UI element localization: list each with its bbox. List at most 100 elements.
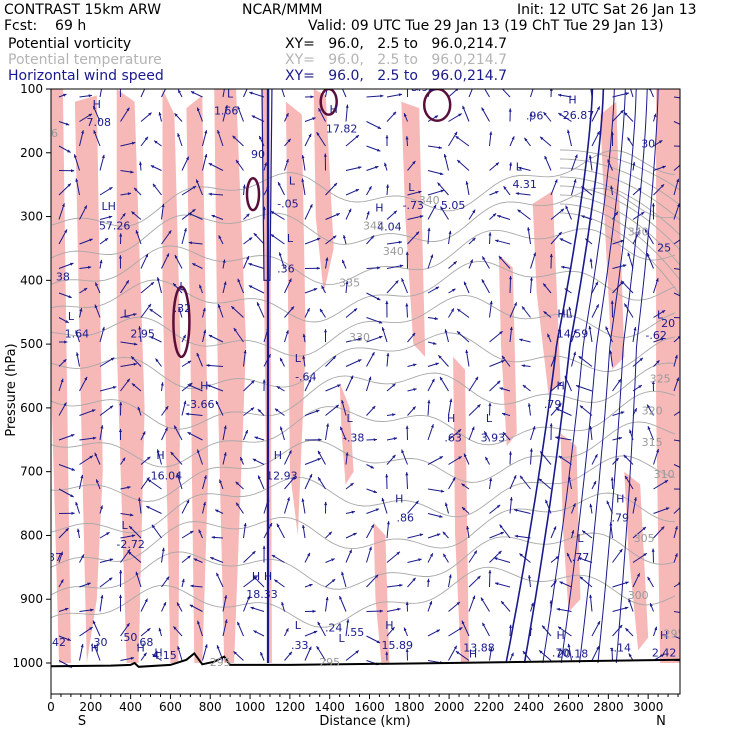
extremum-label: H xyxy=(375,202,383,215)
wind-arrowhead xyxy=(513,475,517,479)
wind-arrowhead xyxy=(499,331,503,335)
wind-arrowhead xyxy=(376,148,381,152)
wind-arrowhead xyxy=(224,619,228,623)
wind-arrowhead xyxy=(350,483,354,487)
extremum-label: -2.72 xyxy=(116,538,144,551)
wind-arrowhead xyxy=(68,295,72,298)
extremum-label: 13.88 xyxy=(463,642,495,655)
wind-arrowhead xyxy=(430,254,434,258)
theta-contour xyxy=(51,455,676,534)
extremum-label: L xyxy=(289,175,296,188)
wind-arrowhead xyxy=(71,467,75,471)
wind-arrowhead xyxy=(406,85,409,88)
wind-arrowhead xyxy=(633,408,637,412)
wind-arrowhead xyxy=(482,256,486,260)
wind-arrowhead xyxy=(196,179,199,183)
wind-arrowhead xyxy=(217,130,220,134)
wind-arrowhead xyxy=(473,550,477,554)
wind-arrowhead xyxy=(533,252,536,256)
wind-arrowhead xyxy=(676,377,680,381)
extremum-label: .77 xyxy=(572,551,590,564)
extremum-label: 14.59 xyxy=(557,328,589,341)
theta-label: 295 xyxy=(664,628,685,641)
extremum-label: H xyxy=(136,642,144,655)
wind-arrowhead xyxy=(235,481,239,485)
extremum-label: H xyxy=(156,449,164,462)
wind-arrowhead xyxy=(687,659,690,662)
wind-arrowhead xyxy=(573,179,577,183)
wind-arrowhead xyxy=(579,576,584,580)
wind-arrowhead xyxy=(519,553,523,557)
wind-arrowhead xyxy=(166,253,169,257)
wind-arrowhead xyxy=(89,455,93,459)
wind-arrowhead xyxy=(529,448,533,452)
wind-arrowhead xyxy=(178,307,182,311)
wind-vector xyxy=(673,239,680,245)
wind-arrowhead xyxy=(252,551,256,555)
wind-arrowhead xyxy=(439,456,443,460)
wind-arrowhead xyxy=(317,458,321,461)
wind-arrowhead xyxy=(466,526,470,530)
wind-arrowhead xyxy=(92,620,96,624)
wind-arrowhead xyxy=(565,205,569,209)
wind-arrowhead xyxy=(288,450,292,454)
wind-arrowhead xyxy=(462,105,466,110)
wind-arrowhead xyxy=(379,609,383,613)
extremum-label: 15.89 xyxy=(382,639,414,652)
wind-arrowhead xyxy=(242,184,246,188)
wind-arrowhead xyxy=(375,508,380,512)
wind-arrowhead xyxy=(489,300,493,305)
x-tick-label: 2000 xyxy=(434,700,465,714)
wind-arrowhead xyxy=(254,436,258,440)
wind-arrowhead xyxy=(187,360,192,364)
wind-arrowhead xyxy=(439,172,444,176)
wind-arrowhead xyxy=(413,388,417,391)
theta-label: 340 xyxy=(419,194,440,207)
wind-arrowhead xyxy=(166,576,170,580)
wind-arrowhead xyxy=(374,574,379,578)
wind-arrowhead xyxy=(177,602,180,606)
wind-arrowhead xyxy=(119,80,122,83)
wind-arrowhead xyxy=(488,570,492,574)
wind-arrowhead xyxy=(353,533,357,536)
wind-arrowhead xyxy=(619,549,623,553)
wind-arrowhead xyxy=(517,209,521,213)
extremum-label: H xyxy=(660,629,668,642)
theta-contour xyxy=(559,185,680,251)
wind-arrowhead xyxy=(188,212,192,216)
wind-arrowhead xyxy=(183,228,187,232)
wind-vector xyxy=(673,410,680,416)
wind-arrowhead xyxy=(310,95,314,99)
wind-arrowhead xyxy=(461,483,465,487)
x-tick-label: 1200 xyxy=(275,700,306,714)
wind-arrowhead xyxy=(514,508,518,512)
wind-arrowhead xyxy=(101,154,105,159)
wind-arrowhead xyxy=(279,426,283,430)
wind-arrowhead xyxy=(350,375,354,380)
wind-arrowhead xyxy=(625,628,629,632)
wind-arrowhead xyxy=(147,628,151,632)
jet-contour xyxy=(615,89,659,664)
theta-contour xyxy=(51,362,676,430)
wind-arrowhead xyxy=(368,546,372,551)
wind-arrowhead xyxy=(137,406,141,411)
wind-arrowhead xyxy=(567,643,571,648)
wind-arrowhead xyxy=(662,165,666,169)
wind-arrowhead xyxy=(316,132,320,136)
wind-arrowhead xyxy=(437,182,441,186)
wind-arrowhead xyxy=(197,107,200,111)
wind-arrowhead xyxy=(340,426,343,431)
theta-contour xyxy=(560,149,680,191)
wind-arrowhead xyxy=(224,105,228,109)
model-title: CONTRAST 15km ARW xyxy=(4,2,162,18)
extremum-label: L xyxy=(122,519,129,532)
wind-arrowhead xyxy=(89,238,93,242)
extremum-label: H xyxy=(616,492,624,505)
wind-arrowhead xyxy=(373,438,377,442)
wind-arrowhead xyxy=(655,278,659,282)
wind-arrowhead xyxy=(455,651,460,655)
wind-arrowhead xyxy=(556,607,560,611)
wind-arrowhead xyxy=(276,386,281,390)
wind-arrowhead xyxy=(610,477,614,481)
wind-arrowhead xyxy=(524,137,528,142)
